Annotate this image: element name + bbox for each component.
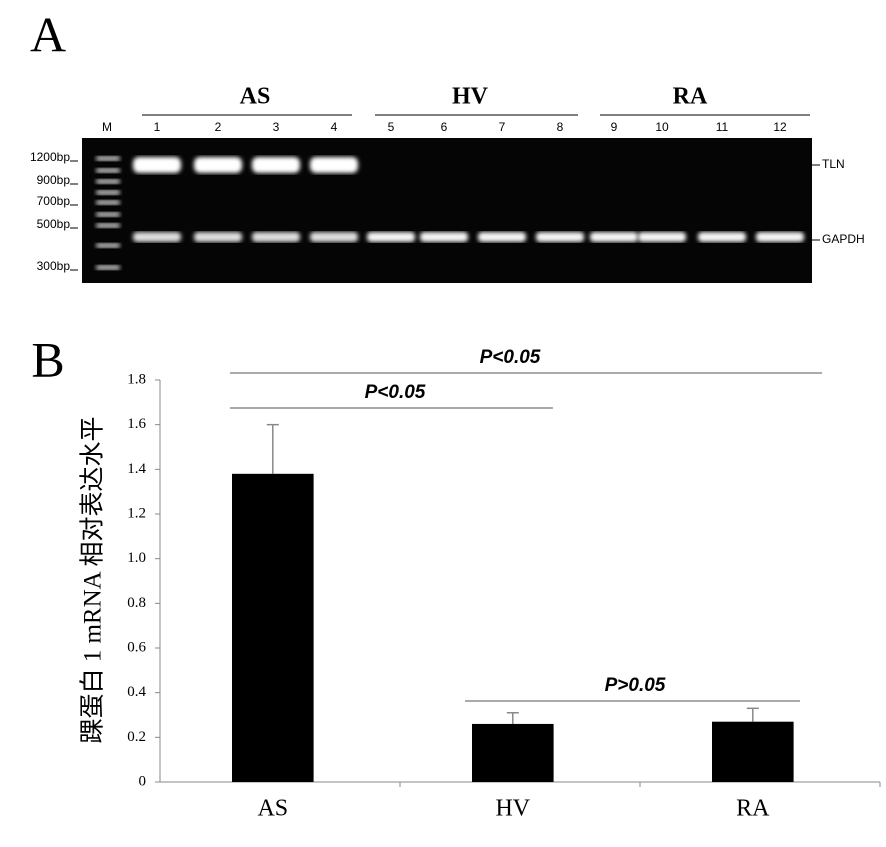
y-tick-label: 1.6 xyxy=(127,416,146,432)
lane-label: 7 xyxy=(499,120,506,134)
group-label: HV xyxy=(452,84,489,110)
x-tick-label: HV xyxy=(495,796,530,822)
marker-band xyxy=(96,168,120,173)
panel-label: A xyxy=(30,6,66,62)
bar xyxy=(712,721,794,782)
marker-label: 500bp xyxy=(37,217,71,231)
marker-band xyxy=(96,243,120,248)
lane-label: 2 xyxy=(215,120,222,134)
significance-label: P<0.05 xyxy=(480,347,541,368)
lane-label: M xyxy=(102,120,112,134)
bar xyxy=(232,473,314,782)
lane-label: 11 xyxy=(716,120,729,134)
gapdh-band xyxy=(536,232,584,242)
gapdh-band xyxy=(310,232,358,242)
marker-band xyxy=(96,200,120,205)
marker-label: 300bp xyxy=(37,259,71,273)
x-tick-label: AS xyxy=(257,796,288,822)
lane-label: 6 xyxy=(441,120,448,134)
y-tick-label: 1.8 xyxy=(127,371,146,387)
gapdh-band xyxy=(590,232,638,242)
x-tick-label: RA xyxy=(736,796,770,822)
y-tick-label: 0.2 xyxy=(127,729,146,745)
bar xyxy=(472,723,554,782)
gel xyxy=(82,138,812,283)
tln-band xyxy=(194,157,242,173)
gapdh-band xyxy=(478,232,526,242)
y-tick-label: 1.2 xyxy=(127,505,146,521)
y-tick-label: 1.4 xyxy=(127,461,146,477)
lane-label: 8 xyxy=(557,120,564,134)
gapdh-band xyxy=(756,232,804,242)
y-axis-label: 踝蛋白 1 mRNA 相对表达水平 xyxy=(79,416,107,743)
lane-label: 3 xyxy=(273,120,280,134)
marker-band xyxy=(96,179,120,184)
panel-label: B xyxy=(31,331,64,387)
gapdh-band xyxy=(420,232,468,242)
lane-label: 5 xyxy=(388,120,395,134)
marker-label: 900bp xyxy=(37,173,71,187)
tln-band xyxy=(133,157,181,173)
y-tick-label: 0 xyxy=(139,773,147,789)
lane-label: 4 xyxy=(331,120,338,134)
lane-label: 9 xyxy=(611,120,618,134)
marker-label: 1200bp xyxy=(30,150,70,164)
band-label: GAPDH xyxy=(822,232,865,246)
gapdh-band xyxy=(698,232,746,242)
lane-label: 1 xyxy=(154,120,161,134)
marker-band xyxy=(96,212,120,217)
y-tick-label: 0.8 xyxy=(127,595,146,611)
marker-band xyxy=(96,190,120,195)
lane-label: 12 xyxy=(773,120,787,134)
significance-label: P>0.05 xyxy=(605,675,666,696)
gapdh-band xyxy=(133,232,181,242)
lane-label: 10 xyxy=(655,120,669,134)
gapdh-band xyxy=(252,232,300,242)
marker-label: 700bp xyxy=(37,194,71,208)
y-tick-label: 0.4 xyxy=(127,684,146,700)
band-label: TLN xyxy=(822,157,845,171)
significance-label: P<0.05 xyxy=(365,382,426,403)
y-tick-label: 1.0 xyxy=(127,550,146,566)
tln-band xyxy=(252,157,300,173)
group-label: AS xyxy=(240,84,271,110)
marker-band xyxy=(96,223,120,228)
gapdh-band xyxy=(367,232,415,242)
group-label: RA xyxy=(673,84,708,110)
y-tick-label: 0.6 xyxy=(127,639,146,655)
marker-band xyxy=(96,156,120,161)
tln-band xyxy=(310,157,358,173)
gapdh-band xyxy=(194,232,242,242)
gapdh-band xyxy=(638,232,686,242)
marker-band xyxy=(96,265,120,270)
